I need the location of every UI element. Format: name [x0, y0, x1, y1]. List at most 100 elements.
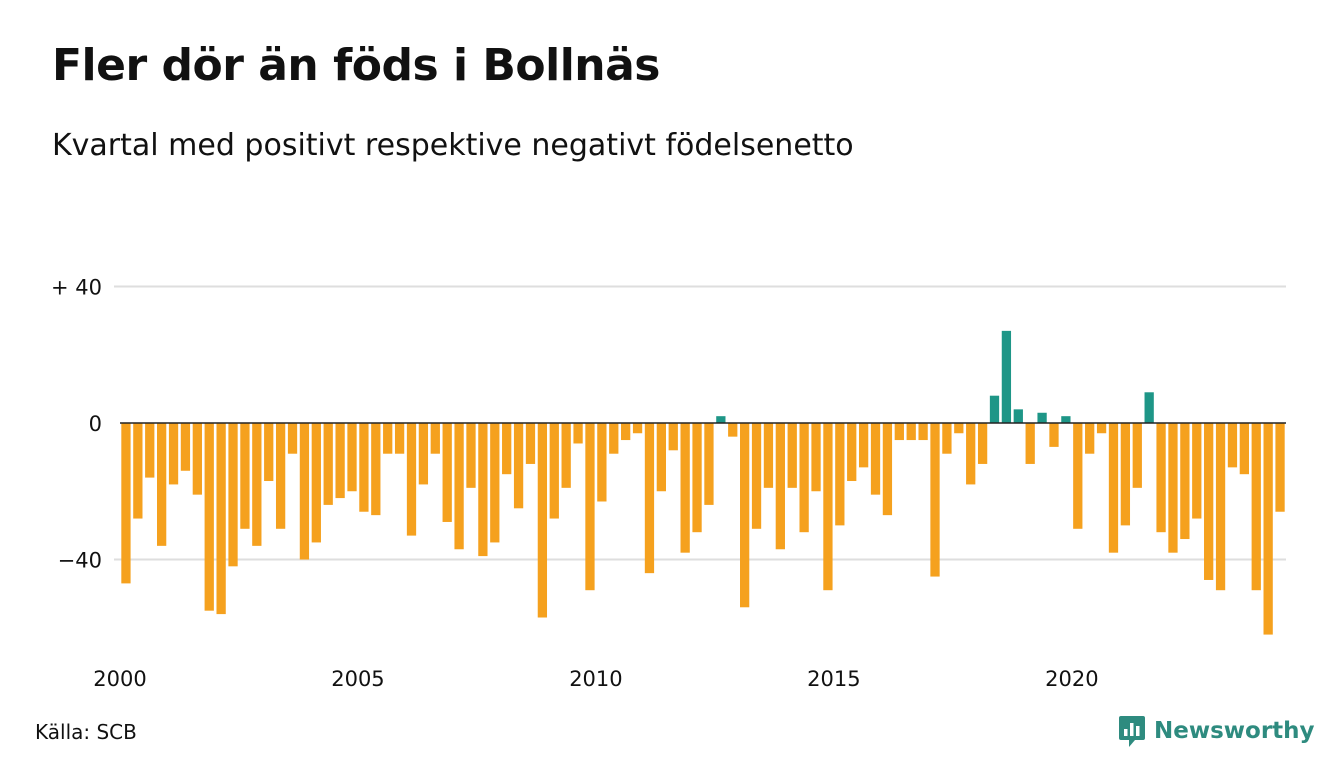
- bar: [549, 423, 559, 519]
- chart-subtitle: Kvartal med positivt respektive negativt…: [52, 128, 854, 163]
- bar: [811, 423, 821, 492]
- brand-name: Newsworthy: [1154, 718, 1315, 744]
- brand-logo: Newsworthy: [1118, 713, 1315, 749]
- bar: [145, 423, 155, 478]
- bar: [942, 423, 952, 454]
- bar: [216, 423, 226, 615]
- bar: [1096, 423, 1107, 434]
- bar: [299, 423, 310, 560]
- bar: [668, 423, 678, 451]
- bar: [490, 423, 500, 543]
- bar: [502, 423, 512, 475]
- bar: [275, 423, 286, 529]
- bar: [311, 423, 321, 543]
- bar: [597, 423, 607, 502]
- bar: [585, 423, 595, 591]
- bar: [1227, 423, 1238, 468]
- bar: [823, 423, 833, 591]
- bar: [954, 423, 964, 434]
- bar: [632, 423, 643, 434]
- bar: [870, 423, 881, 495]
- bar: [347, 423, 357, 492]
- bar: [478, 423, 488, 557]
- bar: [728, 423, 738, 437]
- bar: [1061, 416, 1071, 424]
- x-tick-label: 2015: [807, 667, 860, 691]
- y-tick-label: −40: [58, 549, 102, 573]
- bar: [1132, 423, 1142, 488]
- bar: [847, 423, 857, 482]
- bar: [513, 423, 524, 509]
- bar: [406, 423, 417, 536]
- bar: [1120, 423, 1131, 526]
- bar: [168, 423, 179, 485]
- x-tick-label: 2000: [93, 667, 146, 691]
- bar: [918, 423, 928, 441]
- bar: [704, 423, 714, 505]
- bar: [180, 423, 191, 471]
- x-tick-label: 2005: [331, 667, 384, 691]
- bar: [644, 423, 655, 574]
- bar: [989, 395, 1000, 423]
- bar: [1108, 423, 1119, 553]
- bar: [882, 423, 893, 516]
- bar: [763, 423, 774, 488]
- x-tick-label: 2020: [1045, 667, 1098, 691]
- axis-labels: + 40 0 −40 2000 2005 2010 2015 2020: [51, 276, 1286, 691]
- bar: [1275, 423, 1285, 512]
- bar: [930, 423, 940, 577]
- bar: [1049, 423, 1059, 447]
- source-note: Källa: SCB: [35, 720, 137, 744]
- bar: [1263, 423, 1273, 635]
- bar: [359, 423, 369, 512]
- bar: [966, 423, 976, 485]
- bar: [157, 423, 167, 546]
- bar: [751, 423, 762, 529]
- bar: [573, 423, 583, 444]
- bar: [894, 423, 904, 441]
- bar: [1037, 412, 1047, 423]
- bar: [1085, 423, 1095, 454]
- bar: [1156, 423, 1166, 533]
- y-tick-label: + 40: [51, 276, 102, 300]
- bar: [835, 423, 845, 526]
- bar: [1073, 423, 1083, 529]
- bar: [787, 423, 797, 488]
- bar: [537, 423, 548, 618]
- bar: [1192, 423, 1202, 519]
- bar: [858, 423, 869, 468]
- bar: [228, 423, 238, 567]
- bar: [466, 423, 476, 488]
- bar: [680, 423, 690, 553]
- bar: [133, 423, 143, 519]
- bar: [1001, 330, 1012, 423]
- bar: [394, 423, 405, 454]
- bar: [121, 423, 131, 584]
- bar: [621, 423, 631, 441]
- bar: [454, 423, 464, 550]
- bar: [264, 423, 274, 482]
- chart-title: Fler dör än föds i Bollnäs: [52, 40, 660, 91]
- bar: [1168, 423, 1178, 553]
- bar: [716, 416, 726, 424]
- bar: [692, 423, 702, 533]
- bar: [1204, 423, 1214, 580]
- bars: [121, 330, 1285, 635]
- bar: [371, 423, 381, 516]
- bar: [740, 423, 750, 608]
- bar: [561, 423, 571, 488]
- bar: [1215, 423, 1226, 591]
- bar: [906, 423, 916, 441]
- newsworthy-logo-icon: [1119, 716, 1145, 747]
- x-tick-label: 2010: [569, 667, 622, 691]
- bar-chart: + 40 0 −40 2000 2005 2010 2015 2020: [51, 276, 1286, 691]
- bar: [335, 423, 345, 499]
- bar: [1013, 409, 1023, 423]
- bar: [775, 423, 785, 550]
- bar: [977, 423, 988, 464]
- bar: [1144, 392, 1154, 423]
- bar: [240, 423, 250, 529]
- bar: [525, 423, 536, 464]
- grid-lines: [114, 285, 1286, 561]
- bar: [204, 423, 214, 611]
